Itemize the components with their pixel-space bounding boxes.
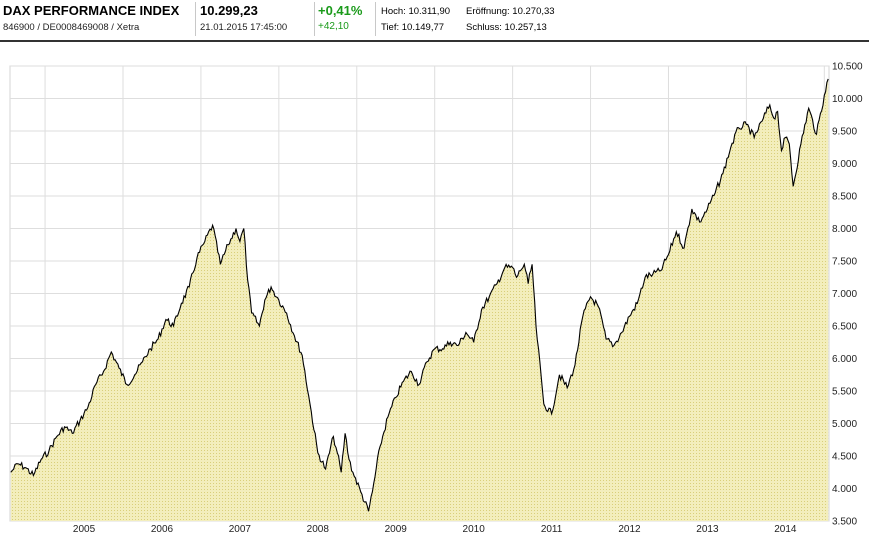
open-value: Eröffnung: 10.270,33 <box>466 6 555 17</box>
header-divider <box>375 2 376 36</box>
x-axis-labels: 2005 2006 2007 2008 2009 2010 2011 2012 2013 2014 <box>73 524 797 535</box>
y-tick-label: 3.500 <box>832 517 857 528</box>
y-tick-label: 6.500 <box>832 322 857 333</box>
x-tick-label: 2005 <box>73 524 96 535</box>
y-tick-label: 9.500 <box>832 127 857 138</box>
dax-area-chart: 3.500 4.000 4.500 5.000 5.500 6.000 6.500 7.000… <box>9 62 863 535</box>
y-tick-label: 5.500 <box>832 387 857 398</box>
x-tick-label: 2014 <box>774 524 797 535</box>
y-tick-label: 5.000 <box>832 419 857 430</box>
header-divider <box>195 2 196 36</box>
x-tick-label: 2013 <box>696 524 719 535</box>
x-tick-label: 2012 <box>618 524 641 535</box>
close-value: Schluss: 10.257,13 <box>466 22 547 33</box>
header-divider <box>314 2 315 36</box>
y-tick-label: 4.000 <box>832 484 857 495</box>
price-line <box>10 78 829 512</box>
last-price: 10.299,23 <box>200 3 258 18</box>
high-value: Hoch: 10.311,90 <box>381 6 451 17</box>
quote-header: DAX PERFORMANCE INDEX 846900 / DE0008469… <box>0 0 869 40</box>
x-tick-label: 2006 <box>151 524 174 535</box>
y-tick-label: 10.000 <box>832 94 863 105</box>
y-tick-label: 10.500 <box>832 62 863 73</box>
y-tick-label: 6.000 <box>832 354 857 365</box>
price-area <box>10 79 829 521</box>
y-tick-label: 8.500 <box>832 192 857 203</box>
x-tick-label: 2011 <box>541 524 563 535</box>
x-tick-label: 2010 <box>463 524 486 535</box>
index-title: DAX PERFORMANCE INDEX <box>3 3 180 18</box>
y-tick-label: 9.000 <box>832 159 857 170</box>
y-tick-label: 8.000 <box>832 224 857 235</box>
y-tick-label: 7.000 <box>832 289 857 300</box>
low-value: Tief: 10.149,77 <box>381 22 445 33</box>
quote-datetime: 21.01.2015 17:45:00 <box>200 22 288 33</box>
y-axis-labels: 3.500 4.000 4.500 5.000 5.500 6.000 6.500 7.000… <box>832 62 863 528</box>
y-tick-label: 4.500 <box>832 452 857 463</box>
header-rule <box>0 40 869 42</box>
x-tick-label: 2009 <box>385 524 408 535</box>
y-tick-label: 7.500 <box>832 257 857 268</box>
x-tick-label: 2008 <box>307 524 330 535</box>
index-identifier: 846900 / DE0008469008 / Xetra <box>3 22 140 33</box>
change-percent: +0,41% <box>318 3 363 18</box>
x-tick-label: 2007 <box>229 524 252 535</box>
change-absolute: +42,10 <box>318 21 349 32</box>
